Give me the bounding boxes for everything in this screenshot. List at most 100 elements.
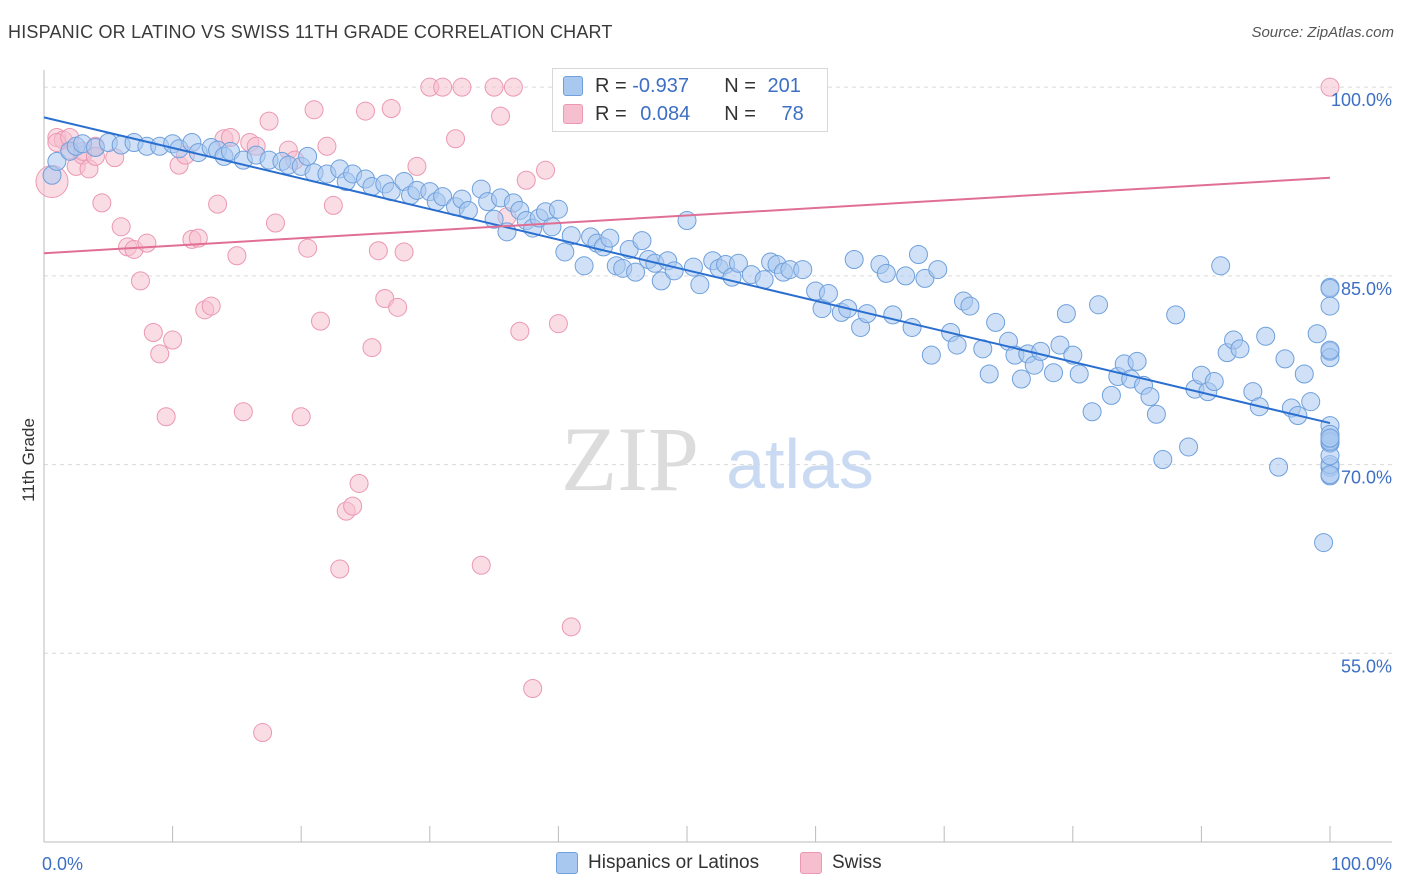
swiss-point (317, 136, 337, 156)
hispanic-point (1050, 335, 1070, 355)
hispanic-point (626, 262, 646, 282)
legend-swatch-blue (563, 76, 583, 96)
hispanic-point (690, 275, 710, 295)
hispanic-point (561, 226, 581, 246)
swiss-point (330, 559, 350, 579)
hispanic-point (632, 231, 652, 251)
swiss-point (343, 496, 363, 516)
swiss-point (323, 195, 343, 215)
hispanic-point (1211, 256, 1231, 276)
hispanic-point (1294, 364, 1314, 384)
y-tick-label: 100.0% (1331, 90, 1392, 110)
hispanic-point (1044, 363, 1064, 383)
y-axis-label: 11th Grade (19, 418, 38, 502)
swiss-point (188, 228, 208, 248)
swiss-point (304, 100, 324, 120)
swiss-point (130, 271, 150, 291)
hispanic-point (1320, 428, 1340, 448)
watermark-atlas: atlas (726, 425, 874, 503)
swiss-point (163, 330, 183, 350)
hispanic-point (458, 200, 478, 220)
x-tick-label: 0.0% (42, 854, 83, 874)
swiss-point (298, 238, 318, 258)
swiss-point (491, 106, 511, 126)
swiss-point (265, 213, 285, 233)
hispanic-point (1082, 402, 1102, 422)
hispanic-point (1011, 369, 1031, 389)
swiss-point (259, 111, 279, 131)
hispanic-point (979, 364, 999, 384)
hispanic-point (1269, 457, 1289, 477)
swiss-point (523, 679, 543, 699)
hispanic-point (896, 266, 916, 286)
y-tick-label: 85.0% (1341, 279, 1392, 299)
swiss-point (407, 156, 427, 176)
swiss-point (150, 344, 170, 364)
legend-n-label: N = (724, 74, 762, 97)
hispanic-point (1320, 465, 1340, 485)
hispanic-point (664, 261, 684, 281)
swiss-point (111, 217, 131, 237)
watermark-zip: ZIP (561, 408, 699, 510)
swiss-point (394, 242, 414, 262)
hispanic-point (298, 146, 318, 166)
hispanic-point (433, 187, 453, 207)
hispanic-point (1230, 339, 1250, 359)
hispanic-point (818, 283, 838, 303)
swiss-point (362, 338, 382, 358)
swiss-point (510, 321, 530, 341)
hispanic-point (542, 217, 562, 237)
hispanic-point (1256, 326, 1276, 346)
hispanic-point (793, 260, 813, 280)
tick-labels: 55.0% 70.0% 85.0% 100.0% 0.0% 100.0% (42, 90, 1392, 874)
hispanic-point (1101, 385, 1121, 405)
hispanic-point (1320, 296, 1340, 316)
swiss-point (227, 246, 247, 266)
hispanic-point (1063, 345, 1083, 365)
hispanic-point (928, 260, 948, 280)
hispanic-point (651, 271, 671, 291)
hispanic-point (1314, 533, 1334, 553)
hispanic-point (1275, 349, 1295, 369)
x-tick-label: 100.0% (1331, 854, 1392, 874)
y-tick-label: 55.0% (1341, 656, 1392, 676)
hispanic-points (42, 77, 1340, 553)
swiss-point (156, 407, 176, 427)
swiss-point (388, 297, 408, 317)
swiss-point (471, 555, 491, 575)
swiss-point (446, 129, 466, 149)
hispanic-point (986, 312, 1006, 332)
swiss-point (1320, 77, 1340, 97)
swiss-point (381, 99, 401, 119)
legend-n-label: N = (724, 102, 762, 125)
swiss-point (291, 407, 311, 427)
swiss-point (433, 77, 453, 97)
hispanic-point (47, 151, 67, 171)
hispanic-point (1127, 351, 1147, 371)
bottom-legend-hispanic: Hispanics or Latinos (556, 852, 759, 874)
trend-lines (43, 116, 1331, 425)
legend-n-value: 78 (781, 102, 804, 125)
hispanic-point (844, 250, 864, 270)
bottom-legend-label: Hispanics or Latinos (588, 852, 760, 873)
swiss-point (356, 101, 375, 121)
swiss-point (233, 402, 253, 422)
swiss-point (503, 77, 523, 97)
hispanic-point (574, 256, 594, 276)
hispanic-point (1069, 364, 1089, 384)
swiss-point (368, 241, 388, 261)
hispanic-point (1153, 450, 1173, 470)
watermark: ZIP atlas (561, 408, 874, 510)
hispanic-point (947, 335, 967, 355)
legend-row-hispanic: R = -0.937 N = 201 (563, 73, 801, 99)
hispanic-point (1140, 387, 1160, 407)
hispanic-point (908, 244, 928, 264)
hispanic-point (960, 296, 980, 316)
legend-n-value: 201 (767, 74, 801, 97)
hispanic-point (1056, 304, 1076, 324)
hispanic-trend-line (43, 116, 1331, 425)
hispanic-point (1301, 392, 1321, 412)
legend-swatch-pink (563, 104, 583, 124)
swiss-point (561, 617, 581, 637)
